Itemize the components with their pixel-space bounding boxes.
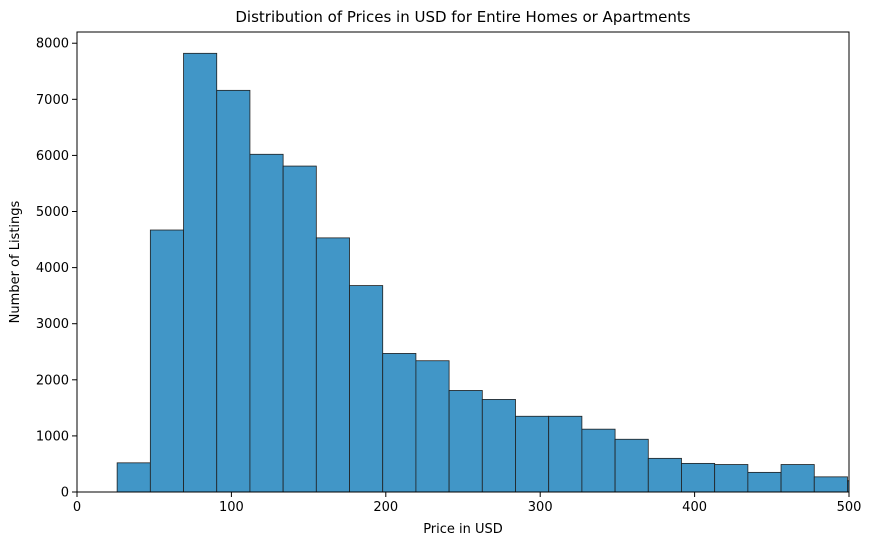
histogram-bar xyxy=(581,428,616,492)
histogram-bar xyxy=(282,165,317,492)
histogram-bar xyxy=(481,399,516,492)
y-axis-ticks: 0 1000 2000 3000 4000 5000 6000 7000 8000 xyxy=(36,37,77,501)
y-tick-label: 7000 xyxy=(36,93,69,108)
histogram-bar xyxy=(448,390,483,492)
histogram-bar xyxy=(813,476,848,492)
histogram-bar xyxy=(116,462,151,492)
x-tick-label: 400 xyxy=(682,500,707,515)
histogram-bars xyxy=(116,52,849,492)
y-tick-label: 0 xyxy=(61,486,69,501)
x-tick-label: 500 xyxy=(837,500,862,515)
histogram-bar xyxy=(780,464,815,492)
y-tick-label: 2000 xyxy=(36,373,69,388)
histogram-bar xyxy=(747,471,782,492)
histogram-bar xyxy=(216,89,251,492)
x-tick-label: 300 xyxy=(528,500,553,515)
histogram-bar xyxy=(681,462,716,492)
histogram-bar xyxy=(515,415,550,492)
x-axis-label: Price in USD xyxy=(423,522,503,537)
histogram-bar xyxy=(382,353,417,492)
histogram-bar xyxy=(714,464,749,492)
histogram-bar xyxy=(315,237,350,492)
histogram-bar xyxy=(183,52,218,492)
histogram-bar xyxy=(548,415,583,492)
histogram-bar xyxy=(614,438,649,492)
y-tick-label: 1000 xyxy=(36,429,69,444)
histogram-bar xyxy=(349,285,384,492)
y-tick-label: 3000 xyxy=(36,317,69,332)
x-tick-label: 100 xyxy=(219,500,244,515)
y-axis-label: Number of Listings xyxy=(8,200,23,323)
histogram-bar xyxy=(647,457,682,492)
x-tick-label: 200 xyxy=(373,500,398,515)
x-tick-label: 0 xyxy=(73,500,81,515)
chart-title: Distribution of Prices in USD for Entire… xyxy=(235,8,690,26)
y-tick-label: 6000 xyxy=(36,149,69,164)
y-tick-label: 5000 xyxy=(36,205,69,220)
histogram-bar xyxy=(847,480,849,492)
plot-area-frame xyxy=(76,31,850,493)
y-tick-label: 8000 xyxy=(36,37,69,52)
histogram-bar xyxy=(415,360,450,492)
y-tick-label: 4000 xyxy=(36,261,69,276)
histogram-bar xyxy=(249,153,284,492)
x-axis-ticks: 0 100 200 300 400 500 xyxy=(73,492,862,515)
histogram-bar xyxy=(149,229,184,492)
